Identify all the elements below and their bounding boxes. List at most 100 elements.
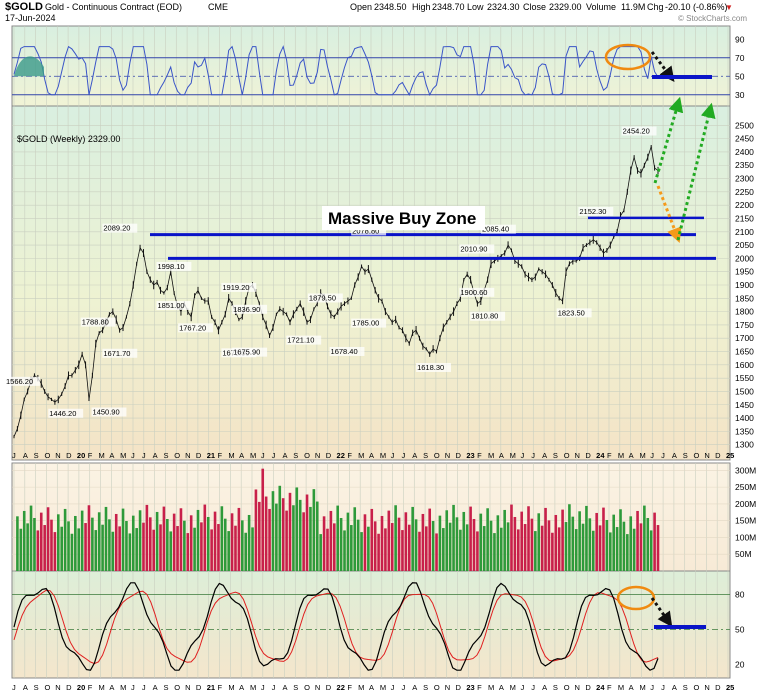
price-annotation: 1450.90	[93, 408, 120, 417]
date-axis-label: F	[218, 683, 223, 692]
volume-bar	[496, 515, 500, 571]
date-axis-label: O	[694, 683, 700, 692]
macd-arrow	[650, 597, 673, 628]
volume-tick-label: 150M	[735, 516, 756, 526]
volume-bar	[404, 512, 408, 571]
date-axis-label: A	[23, 451, 28, 460]
volume-bar	[94, 530, 98, 571]
volume-bar	[148, 517, 152, 571]
annotation-bg	[416, 362, 451, 372]
date-axis-label: M	[228, 451, 234, 460]
date-axis-label: D	[196, 451, 202, 460]
volume-bar	[387, 510, 391, 571]
date-axis-label: J	[391, 683, 395, 692]
date-axis-label: N	[575, 683, 580, 692]
date-axis-label: O	[564, 683, 570, 692]
volume-bar	[189, 515, 193, 571]
volume-bar	[33, 517, 36, 571]
macd-series	[12, 582, 730, 671]
date-axis-label: J	[142, 451, 146, 460]
volume-bar	[131, 515, 135, 571]
annotation-bg	[307, 293, 343, 303]
date-axis-label: 24	[596, 451, 605, 460]
volume-bar	[581, 523, 585, 571]
date-axis-label: A	[499, 683, 504, 692]
annotation-bg	[621, 126, 657, 136]
price-tick-label: 2200	[735, 200, 754, 210]
volume-bar	[469, 506, 472, 571]
header-exchange: CME	[208, 2, 228, 12]
annotation-bg	[459, 244, 495, 254]
volume-bar	[646, 517, 650, 571]
volume-bar	[206, 516, 210, 571]
rsi-tick-label: 70	[735, 53, 745, 63]
volume-bar	[520, 511, 524, 571]
volume-tick-label: 250M	[735, 482, 756, 492]
date-axis-label: D	[715, 683, 721, 692]
volume-bar	[302, 512, 305, 571]
volume-bar	[554, 514, 558, 571]
volume-bar	[271, 491, 275, 571]
date-axis-label: N	[315, 451, 320, 460]
header-watermark: © StockCharts.com	[678, 14, 747, 23]
volume-bar	[285, 510, 288, 571]
date-axis-label: A	[23, 683, 28, 692]
header-description: Gold - Continuous Contract (EOD)	[45, 2, 182, 12]
date-axis-label: M	[250, 451, 256, 460]
date-axis-label: F	[347, 683, 352, 692]
volume-bar	[370, 508, 374, 571]
price-annotation: 1823.50	[558, 308, 585, 317]
volume-bar	[50, 519, 53, 571]
volume-bar	[598, 525, 602, 571]
volume-bar	[74, 515, 77, 571]
volume-bar	[578, 511, 581, 571]
low-label: Low	[467, 2, 484, 12]
date-axis-label: A	[499, 451, 504, 460]
volume-bar	[135, 528, 138, 571]
price-line	[13, 146, 659, 437]
price-annotations: 1566.20 1446.20 1788.80 1450.90 1671.70 2089.…	[5, 126, 657, 418]
volume-bar	[176, 526, 179, 571]
green-up-arrow-1	[653, 96, 684, 184]
volume-bar	[142, 522, 145, 571]
price-annotation: 2078.80	[352, 226, 379, 235]
volume-bar	[104, 506, 108, 571]
volume-bar	[527, 506, 530, 571]
price-tick-label: 2500	[735, 120, 754, 130]
volume-tick-label: 100M	[735, 532, 756, 542]
volume-bar	[309, 506, 312, 571]
date-axis-label: A	[412, 683, 417, 692]
date-axis-label: J	[661, 451, 665, 460]
volume-bar	[288, 492, 292, 571]
volume-bar	[591, 530, 595, 571]
date-axis-label: J	[401, 683, 405, 692]
volume-bar	[619, 509, 622, 571]
date-axis-label: M	[358, 451, 364, 460]
volume-bar	[390, 523, 394, 571]
date-axis-label: O	[44, 683, 50, 692]
date-axis-label: M	[488, 451, 494, 460]
date-axis-label: A	[672, 451, 677, 460]
date-axis-label: D	[715, 451, 721, 460]
volume-bar	[465, 524, 469, 571]
date-axis-label: O	[564, 451, 570, 460]
volume-bar	[656, 525, 660, 571]
price-panel-label: $GOLD (Weekly) 2329.00	[17, 134, 120, 144]
price-tick-label: 1700	[735, 333, 754, 343]
date-axis-label: S	[683, 451, 688, 460]
date-axis-label: J	[12, 451, 16, 460]
volume-bar	[169, 531, 173, 571]
volume-bar	[574, 529, 578, 571]
volume-bar	[36, 530, 40, 571]
volume-bar	[227, 531, 230, 571]
date-axis-label: 21	[207, 683, 215, 692]
support-lines	[150, 216, 716, 260]
volume-bar	[254, 489, 258, 571]
volume-bar	[626, 534, 629, 571]
annotation-bg	[556, 308, 592, 318]
date-axis-label: D	[456, 451, 462, 460]
date-axis-label: F	[477, 451, 482, 460]
date-axis-label: 23	[466, 683, 474, 692]
volume-bar	[183, 520, 186, 571]
